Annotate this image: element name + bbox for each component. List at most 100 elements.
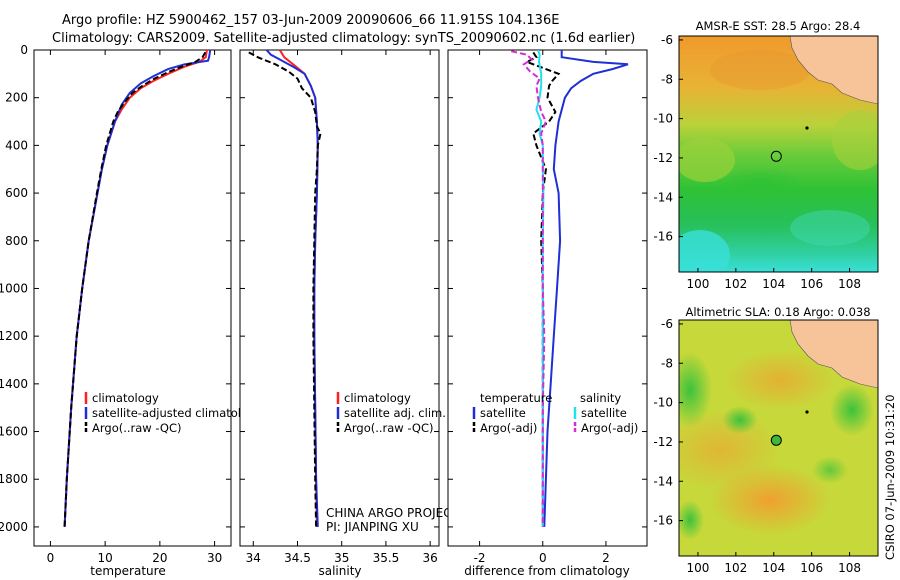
m2-ytick-label: -8 [661,356,673,370]
side-stamp: CSIRO 07-Jun-2009 10:31:20 [883,394,897,560]
p1-xtick-label: 20 [152,551,167,565]
sst-map-title: AMSR-E SST: 28.5 Argo: 28.4 [696,19,861,33]
temp-legend-argo: Argo(..raw -QC) [92,421,182,435]
sst-map-landmass [789,36,878,105]
temp-legend-sat: satellite-adjusted climatology [92,406,262,420]
temperature-xticks: 0 10 20 30 [47,50,222,565]
m1-ytick-label: -6 [661,33,673,47]
m2-ytick-label: -10 [653,396,673,410]
diff-legend-temp-title: temperature [480,391,552,405]
m1-ytick-label: -14 [653,190,673,204]
salinity-axes-box [239,49,440,547]
difference-xticks: -2 0 2 [474,50,610,565]
temperature-ytick-label: 1800 [0,472,28,486]
sal-legend-clim: climatology [344,391,411,405]
difference-xlabel: difference from climatology [464,564,630,578]
sla-map-xticks: 100 102 104 106 108 [686,552,861,575]
m1-ytick-label: -10 [653,112,673,126]
difference-legend: temperature satellite Argo(-adj) salinit… [472,391,638,435]
salinity-annotation-pi: PI: JIANPING XU [326,520,419,534]
temperature-ytick-label: 1600 [0,425,28,439]
temperature-ytick-label: 600 [5,186,28,200]
m1-ytick-label: -12 [653,151,673,165]
temperature-ytick-label: 200 [5,91,28,105]
header-line2: Climatology: CARS2009. Satellite-adjuste… [52,31,635,46]
p2-series-argo-raw-qc- [248,51,322,527]
p3-xtick-label: -2 [474,551,486,565]
m2-xtick-label: 102 [724,561,747,575]
sal-legend-argo: Argo(..raw -QC) [344,421,434,435]
diff-legend-temp-sat: satellite [480,406,526,420]
p3-xtick-label: 0 [539,551,547,565]
temperature-yticks: 0 200 400 600 800 1000 1200 1400 1600 1800 2000 [0,43,231,534]
temperature-axes-box [33,49,232,547]
salinity-yticks [240,49,439,528]
temperature-ytick-label: 400 [5,138,28,152]
temperature-legend: climatology satellite-adjusted climatolo… [84,391,262,435]
p2-xtick-label: 35.5 [373,551,400,565]
difference-lines [510,50,629,527]
sla-map-yticks: -6 -8 -10 -12 -14 -16 [653,317,683,528]
m2-ytick-label: -14 [653,474,673,488]
difference-yticks [448,49,647,528]
p2-xtick-label: 35 [334,551,349,565]
m1-xtick-label: 100 [686,277,709,291]
sst-map-island [805,126,809,130]
m1-xtick-label: 104 [762,277,785,291]
salinity-xticks: 34 34.5 35 35.5 36 [246,50,438,565]
m2-ytick-label: -16 [653,514,673,528]
sla-map-field [679,320,878,556]
p2-xtick-label: 36 [423,551,438,565]
diff-legend-sal-sat: satellite [581,406,627,420]
sla-map-title: Altimetric SLA: 0.18 Argo: 0.038 [685,305,870,319]
temperature-ytick-label: 1200 [0,329,28,343]
temperature-xlabel: temperature [90,564,165,578]
salinity-xlabel: salinity [318,564,361,578]
m1-xtick-label: 108 [838,277,861,291]
sst-map-panel: AMSR-E SST: 28.5 Argo: 28.4 100 102 104 106… [653,19,879,291]
temperature-panel: 0 200 400 600 800 1000 1200 1400 1600 1800 2000 0 1… [0,43,262,578]
m2-ytick-label: -12 [653,435,673,449]
salinity-legend: climatology satellite adj. clim. Argo(..… [336,391,446,435]
salinity-panel: 34 34.5 35 35.5 36 salinity climatology sate… [239,49,460,578]
difference-panel: -2 0 2 difference from climatology tempera… [447,49,648,578]
sla-map-landmass [789,320,878,389]
m1-xtick-label: 102 [724,277,747,291]
p1-xtick-label: 10 [97,551,112,565]
diff-legend-sal-title: salinity [580,391,621,405]
p3-xtick-label: 2 [602,551,610,565]
salinity-annotation-project: CHINA ARGO PROJECT [326,506,460,520]
temp-legend-clim: climatology [92,391,159,405]
diff-legend-sal-argo: Argo(-adj) [581,421,638,435]
m1-xtick-label: 106 [800,277,823,291]
sst-map-field [679,36,878,272]
m2-xtick-label: 108 [838,561,861,575]
sst-map-frame [678,35,879,273]
m2-ytick-label: -6 [661,317,673,331]
temperature-ytick-label: 0 [20,43,28,57]
p2-xtick-label: 34 [246,551,261,565]
header-line1: Argo profile: HZ 5900462_157 03-Jun-2009… [62,13,559,28]
diff-legend-temp-argo: Argo(-adj) [480,421,537,435]
m2-xtick-label: 100 [686,561,709,575]
m2-xtick-label: 104 [762,561,785,575]
m2-xtick-label: 106 [800,561,823,575]
p3-series-temperature-satellite [543,50,629,527]
temperature-ytick-label: 1000 [0,281,28,295]
sla-map-frame [678,319,879,557]
p1-xtick-label: 0 [47,551,55,565]
sla-map-panel: Altimetric SLA: 0.18 Argo: 0.038 100 102 1… [653,305,879,575]
sst-map-yticks: -6 -8 -10 -12 -14 -16 [653,33,683,244]
m1-ytick-label: -16 [653,230,673,244]
temperature-ytick-label: 2000 [0,520,28,534]
sst-map-xticks: 100 102 104 106 108 [686,268,861,291]
p1-xtick-label: 30 [207,551,222,565]
sal-legend-sat: satellite adj. clim. [344,406,446,420]
sla-map-argo-marker [770,434,782,446]
sla-map-island [805,410,809,414]
difference-axes-box [447,49,648,547]
salinity-lines [248,50,322,527]
m1-ytick-label: -8 [661,72,673,86]
p3-series-salinity-argo-adj- [510,50,547,527]
